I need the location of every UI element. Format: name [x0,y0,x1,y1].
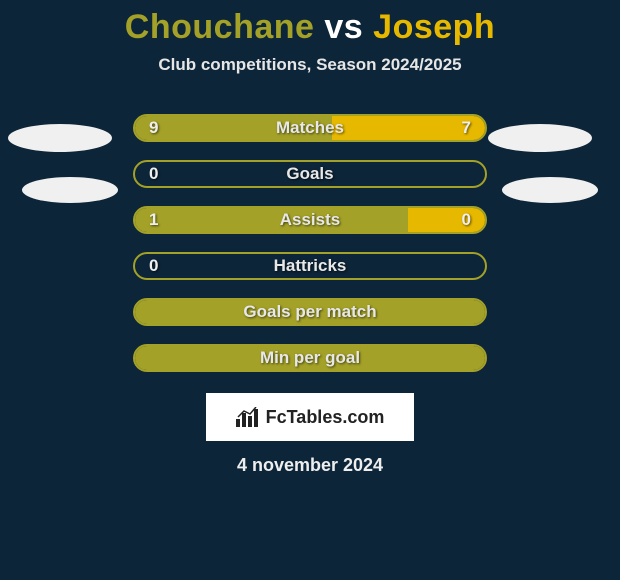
stat-bar: Goals0 [133,160,487,188]
branding-text: FcTables.com [266,407,385,428]
stat-fill-left [135,346,485,370]
stat-bar: Goals per match [133,298,487,326]
stat-label: Hattricks [135,256,485,276]
stat-row: Hattricks0 [0,243,620,289]
stat-row: Assists10 [0,197,620,243]
mark-left [22,177,118,203]
stat-bar: Min per goal [133,344,487,372]
fctables-icon [236,407,260,427]
mark-right [488,124,592,152]
stat-fill-right [408,208,485,232]
header: Chouchane vs Joseph Club competitions, S… [0,0,620,75]
stat-bar: Assists10 [133,206,487,234]
stat-value-left: 0 [149,164,158,184]
subtitle: Club competitions, Season 2024/2025 [0,55,620,75]
stat-fill-left [135,300,485,324]
stat-fill-left [135,208,408,232]
stat-row: Goals per match [0,289,620,335]
branding-badge[interactable]: FcTables.com [206,393,414,441]
player-b-name: Joseph [373,8,495,46]
stat-bar: Hattricks0 [133,252,487,280]
stat-bar: Matches97 [133,114,487,142]
stat-label: Goals [135,164,485,184]
mark-left [8,124,112,152]
stat-row: Min per goal [0,335,620,381]
vs-label: vs [324,8,363,46]
mark-right [502,177,598,203]
stat-fill-right [332,116,485,140]
player-a-name: Chouchane [125,8,315,46]
stat-value-left: 0 [149,256,158,276]
page-title: Chouchane vs Joseph [0,8,620,47]
date-label: 4 november 2024 [0,455,620,476]
stat-fill-left [135,116,332,140]
